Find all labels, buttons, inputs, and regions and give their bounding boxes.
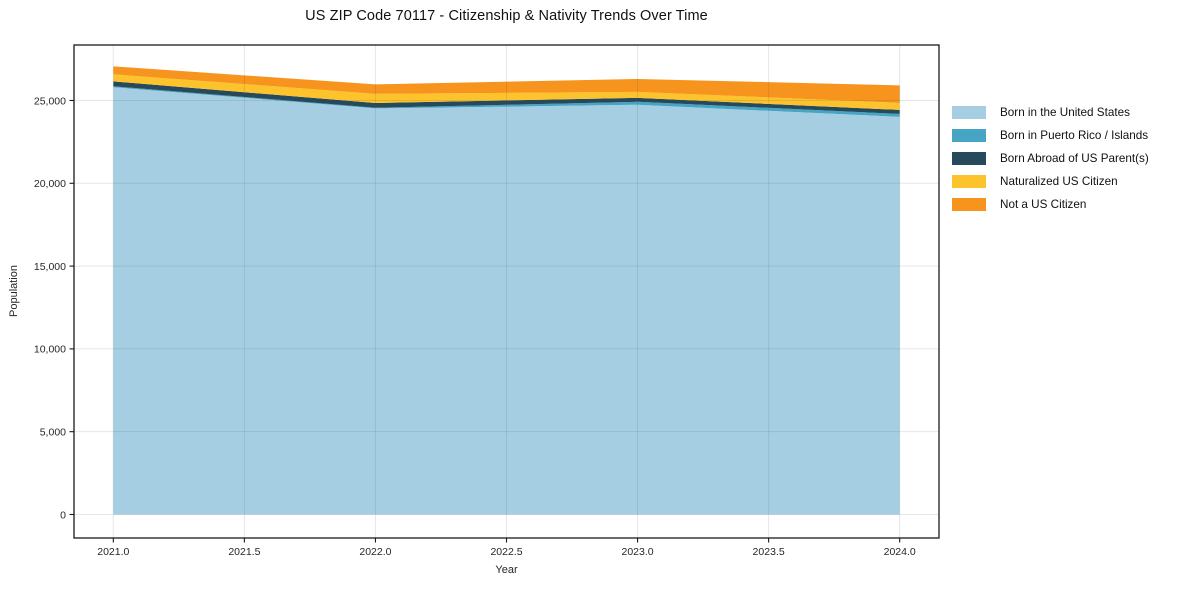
x-tick-label: 2023.5 [753,546,785,558]
legend-item-naturalized: Naturalized US Citizen [952,175,1149,188]
x-tick-label: 2024.0 [884,546,916,558]
legend-label-born-abroad: Born Abroad of US Parent(s) [1000,152,1149,165]
x-tick-label: 2023.0 [621,546,653,558]
y-tick-label: 25,000 [34,95,66,107]
y-tick-label: 0 [60,509,66,521]
y-tick-label: 20,000 [34,178,66,190]
legend-item-born-abroad: Born Abroad of US Parent(s) [952,152,1149,165]
chart-title: US ZIP Code 70117 - Citizenship & Nativi… [305,8,708,24]
legend-label-born-us: Born in the United States [1000,106,1130,119]
x-tick-label: 2022.5 [490,546,522,558]
legend-item-born-us: Born in the United States [952,106,1149,119]
legend-swatch-born-us [952,106,986,119]
x-tick-label: 2021.0 [97,546,129,558]
y-tick-label: 10,000 [34,344,66,356]
x-tick-label: 2021.5 [228,546,260,558]
y-tick-label: 5,000 [40,426,66,438]
legend-label-puerto-rico: Born in Puerto Rico / Islands [1000,129,1149,142]
legend-swatch-not-citizen [952,198,986,211]
x-axis-label: Year [495,564,518,576]
legend-label-naturalized: Naturalized US Citizen [1000,175,1118,188]
legend-item-puerto-rico: Born in Puerto Rico / Islands [952,129,1149,142]
legend-swatch-naturalized [952,175,986,188]
legend: Born in the United States Born in Puerto… [952,106,1149,211]
y-tick-label: 15,000 [34,261,66,273]
legend-label-not-citizen: Not a US Citizen [1000,198,1087,211]
x-tick-label: 2022.0 [359,546,391,558]
legend-swatch-puerto-rico [952,129,986,142]
legend-item-not-citizen: Not a US Citizen [952,198,1149,211]
legend-swatch-born-abroad [952,152,986,165]
y-axis-label: Population [8,265,20,317]
